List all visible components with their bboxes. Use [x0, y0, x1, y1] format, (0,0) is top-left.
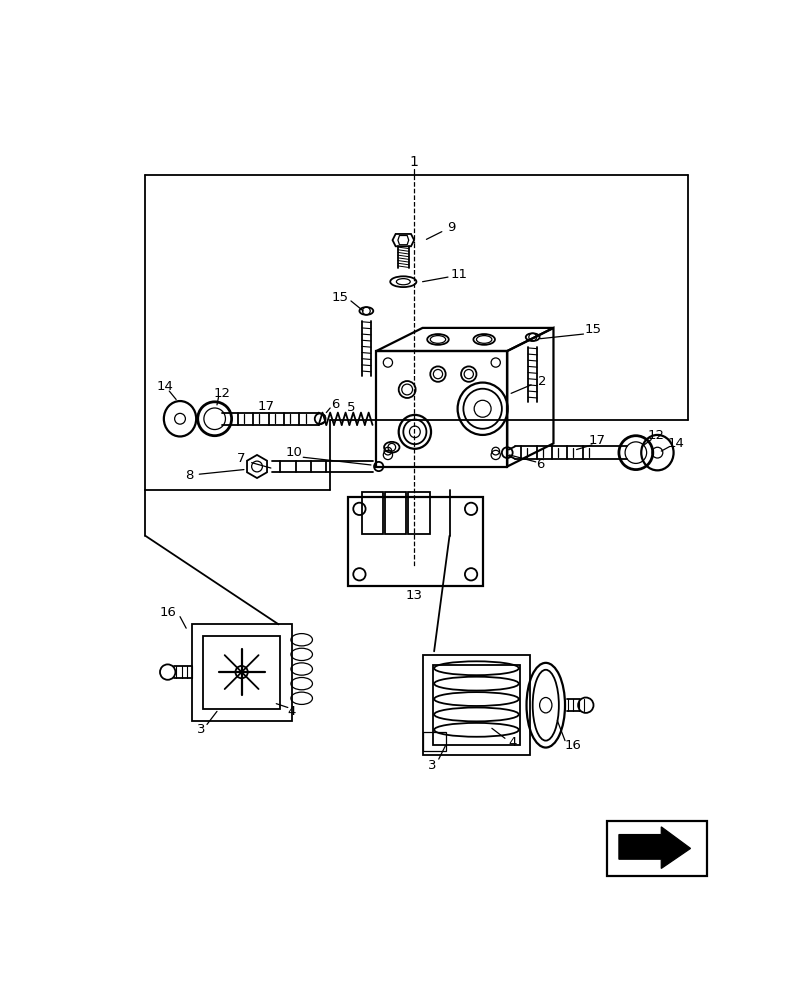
Text: 9: 9	[447, 221, 455, 234]
Text: 10: 10	[285, 446, 302, 459]
Text: 11: 11	[450, 267, 467, 280]
Text: 12: 12	[214, 387, 231, 400]
Text: 5: 5	[347, 401, 356, 414]
Text: 6: 6	[537, 458, 545, 471]
Text: 8: 8	[185, 469, 193, 482]
Text: 14: 14	[667, 437, 684, 450]
Text: 16: 16	[564, 739, 581, 752]
Text: 17: 17	[258, 400, 275, 413]
Bar	[191, 624, 292, 721]
Text: 6: 6	[331, 398, 339, 411]
Bar	[203, 636, 280, 709]
Text: 7: 7	[238, 452, 246, 465]
Bar	[348, 497, 482, 586]
Bar	[385, 492, 406, 534]
Bar	[377, 351, 507, 466]
Bar	[423, 732, 446, 751]
Bar	[423, 655, 530, 755]
Text: 4: 4	[288, 705, 296, 718]
Bar	[408, 492, 430, 534]
Polygon shape	[619, 827, 691, 868]
Text: 2: 2	[537, 375, 546, 388]
Text: 14: 14	[156, 380, 173, 393]
Bar	[362, 492, 383, 534]
Text: 4: 4	[508, 736, 517, 749]
Text: 1: 1	[410, 155, 419, 169]
Text: 15: 15	[331, 291, 349, 304]
Text: 16: 16	[160, 606, 177, 619]
Text: 13: 13	[406, 589, 423, 602]
Text: 12: 12	[647, 429, 664, 442]
Text: 17: 17	[589, 434, 606, 447]
Bar	[432, 665, 520, 745]
Text: 15: 15	[584, 323, 601, 336]
Text: 3: 3	[197, 723, 206, 736]
Text: 3: 3	[428, 759, 437, 772]
Bar	[608, 821, 708, 876]
